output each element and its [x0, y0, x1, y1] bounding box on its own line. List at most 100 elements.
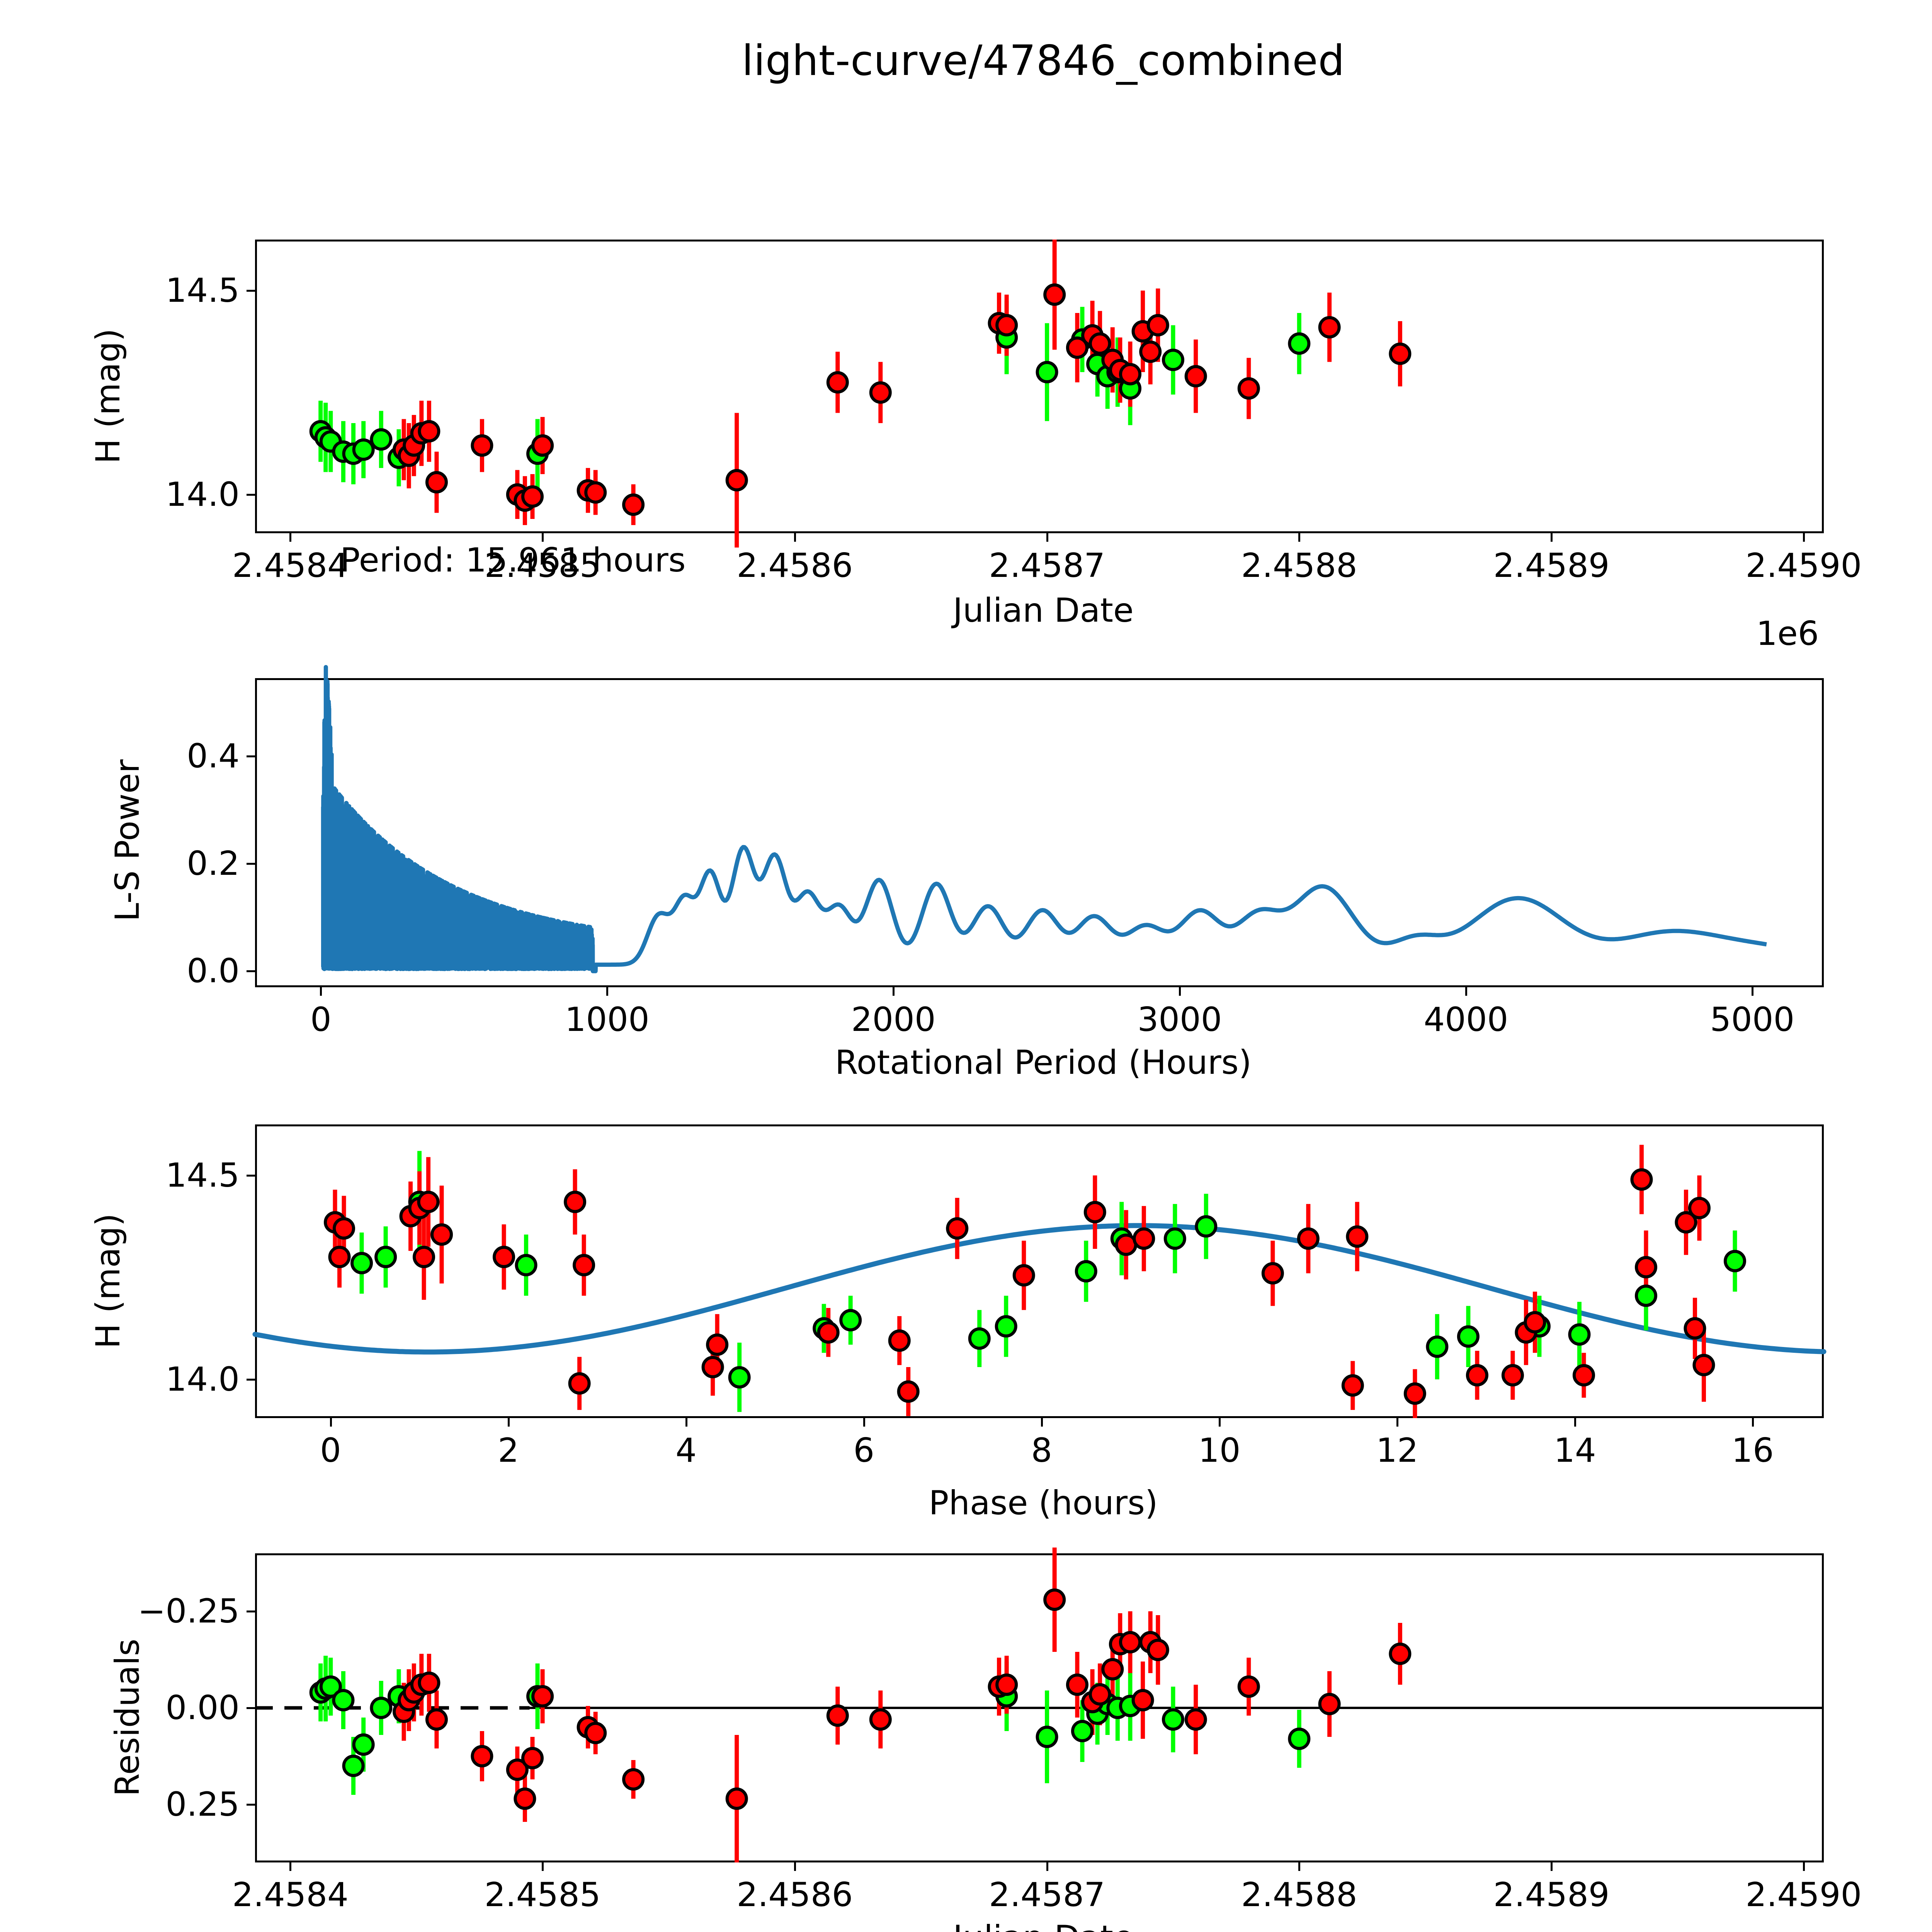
sinusoid-fit-curve: [252, 1223, 1827, 1355]
panel-lightcurve-xlabel: Julian Date: [953, 591, 1134, 630]
panel1-xtick-0: 2.4584: [232, 546, 349, 585]
panel-residuals-xlabel: Julian Date: [734, 1918, 1352, 1932]
panel3-xtick-7-tickmark: [1574, 1418, 1576, 1427]
panel3-xtick-0: 0: [320, 1431, 341, 1470]
panel4-xtick-1-tickmark: [542, 1862, 544, 1871]
panel4-ytick-1: 0.00: [165, 1689, 240, 1727]
datapoints-green: [309, 326, 1311, 469]
panel2-xtick-2: 2000: [851, 1000, 936, 1039]
panel-periodogram-xlabel: Rotational Period (Hours): [835, 1043, 1252, 1082]
panel3-xtick-3-tickmark: [863, 1418, 865, 1427]
panel4-xtick-0-tickmark: [289, 1862, 292, 1871]
panel2-ytick-2-tickmark: [247, 755, 255, 757]
panel4-ytick-0-tickmark: [247, 1804, 255, 1806]
panel4-ytick-2: −0.25: [138, 1592, 240, 1631]
panel3-xtick-5-tickmark: [1218, 1418, 1221, 1427]
panel2-ytick-0: 0.0: [187, 952, 240, 991]
panel1-xtick-4: 2.4588: [1241, 546, 1357, 585]
datapoints-red: [393, 1588, 1412, 1810]
panel1-xtick-0-tickmark: [289, 533, 292, 542]
panel1-ytick-1-tickmark: [247, 493, 255, 496]
panel3-xtick-6-tickmark: [1396, 1418, 1398, 1427]
panel1-ytick-0-tickmark: [247, 289, 255, 292]
panel2-xtick-0: 0: [310, 1000, 332, 1039]
panel1-xtick-6: 2.4590: [1745, 546, 1862, 585]
panel2-xtick-4: 4000: [1423, 1000, 1509, 1039]
panel2-xtick-1: 1000: [565, 1000, 650, 1039]
panel4-xtick-2-tickmark: [794, 1862, 796, 1871]
period-annotation: Period: 15.961 hours: [340, 541, 686, 580]
panel2-xtick-4-tickmark: [1465, 987, 1467, 996]
panel3-ytick-0-tickmark: [247, 1174, 255, 1177]
panel3-xtick-7: 14: [1554, 1431, 1596, 1470]
panel3-xtick-8-tickmark: [1752, 1418, 1754, 1427]
panel3-xtick-6: 12: [1376, 1431, 1418, 1470]
panel1-xtick-2: 2.4586: [736, 546, 853, 585]
panel-phase: [255, 1124, 1824, 1418]
panel1-ytick-1: 14.0: [165, 475, 240, 514]
panel3-xtick-4-tickmark: [1041, 1418, 1043, 1427]
panel4-xtick-2: 2.4586: [736, 1876, 853, 1914]
panel4-ytick-1-tickmark: [247, 1707, 255, 1709]
panel2-xtick-5: 5000: [1710, 1000, 1795, 1039]
errorbars-green: [318, 1656, 1301, 1795]
panel3-xtick-2: 4: [675, 1431, 697, 1470]
panel3-xtick-3: 6: [853, 1431, 875, 1470]
datapoints-green: [309, 1675, 1311, 1777]
datapoints-red: [393, 283, 1412, 516]
panel1-ytick-0: 14.5: [165, 271, 240, 310]
panel-lightcurve-offset: 1e6: [1756, 614, 1819, 653]
datapoints-red: [324, 1168, 1715, 1405]
panel3-xtick-1: 2: [498, 1431, 519, 1470]
panel3-xtick-2-tickmark: [685, 1418, 687, 1427]
panel2-xtick-1-tickmark: [606, 987, 609, 996]
panel1-xtick-5-tickmark: [1551, 533, 1553, 542]
panel4-xtick-1: 2.4585: [484, 1876, 601, 1914]
panel1-xtick-4-tickmark: [1298, 533, 1301, 542]
panel1-xtick-3-tickmark: [1046, 533, 1048, 542]
panel2-xtick-3: 3000: [1137, 1000, 1222, 1039]
panel2-xtick-0-tickmark: [320, 987, 322, 996]
panel2-ytick-1: 0.2: [187, 844, 240, 883]
panel4-xtick-3-tickmark: [1046, 1862, 1048, 1871]
panel4-xtick-6-tickmark: [1803, 1862, 1805, 1871]
panel4-xtick-4: 2.4588: [1241, 1876, 1357, 1914]
panel2-xtick-3-tickmark: [1179, 987, 1181, 996]
panel3-xtick-1-tickmark: [507, 1418, 510, 1427]
panel4-xtick-5-tickmark: [1551, 1862, 1553, 1871]
panel3-ytick-0: 14.5: [165, 1156, 240, 1195]
panel3-xtick-0-tickmark: [330, 1418, 332, 1427]
panel3-ytick-1-tickmark: [247, 1378, 255, 1381]
panel3-xtick-4: 8: [1031, 1431, 1053, 1470]
panel1-xtick-3: 2.4587: [989, 546, 1105, 585]
panel1-xtick-6-tickmark: [1803, 533, 1805, 542]
panel-phase-xlabel: Phase (hours): [929, 1484, 1158, 1522]
panel4-xtick-5: 2.4589: [1493, 1876, 1610, 1914]
panel4-xtick-0: 2.4584: [232, 1876, 349, 1914]
periodogram-power-curve: [321, 665, 1767, 973]
panel2-xtick-5-tickmark: [1751, 987, 1753, 996]
panel1-xtick-1: 2.4585: [484, 546, 601, 585]
errorbars-red: [401, 1548, 1402, 1862]
panel2-ytick-1-tickmark: [247, 863, 255, 865]
panel4-ytick-2-tickmark: [247, 1611, 255, 1612]
panel2-ytick-2: 0.4: [187, 736, 240, 776]
panel3-ytick-1: 14.0: [165, 1360, 240, 1399]
panel4-xtick-4-tickmark: [1298, 1862, 1301, 1871]
panel1-xtick-1-tickmark: [542, 533, 544, 542]
panel2-ytick-0-tickmark: [247, 970, 255, 973]
panel4-xtick-6: 2.4590: [1745, 1876, 1862, 1914]
panel1-xtick-2-tickmark: [794, 533, 796, 542]
panel2-xtick-2-tickmark: [893, 987, 895, 996]
figure-title: light-curve/47846_combined: [742, 37, 1345, 85]
panel4-xtick-3: 2.4587: [989, 1876, 1105, 1914]
panel1-xtick-5: 2.4589: [1493, 546, 1610, 585]
panel3-xtick-8: 16: [1731, 1431, 1774, 1470]
panel3-xtick-5: 10: [1198, 1431, 1241, 1470]
panel4-ytick-0: 0.25: [165, 1785, 240, 1824]
